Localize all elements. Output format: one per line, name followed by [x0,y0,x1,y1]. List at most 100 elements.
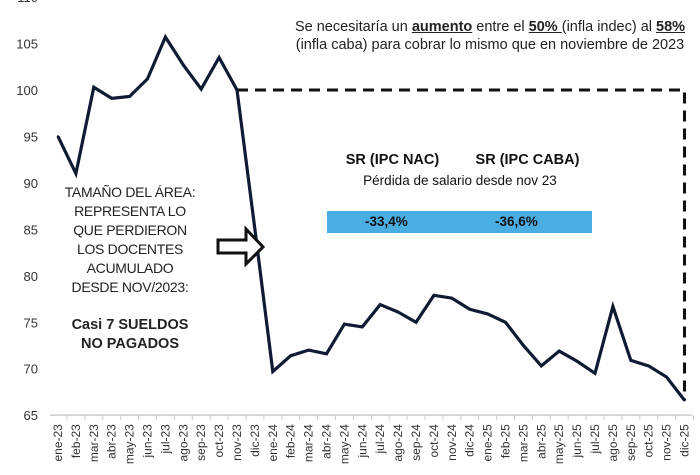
arrow-right-icon [216,225,266,268]
reference-line [237,88,686,401]
x-tick-label: dic-25 [678,424,692,457]
data-point-jul-23 [164,35,167,39]
sr-nac-value: -33,4% [365,214,408,229]
y-tick-label: 65 [24,408,38,423]
y-tick-label: 105 [16,37,38,52]
note-text: (infla caba) para cobrar lo mismo que en… [295,37,685,53]
data-point-oct-24 [432,294,436,297]
x-tick-label: mar-23 [87,424,101,462]
data-point-nov-24 [450,296,453,300]
data-point-dic-25 [683,399,686,402]
sr-header: SR (IPC NAC) SR (IPC CABA) [320,152,600,168]
data-point-dic-23 [253,228,257,231]
area-note-line: REPRESENTA LO [74,203,186,219]
y-tick-label: 90 [24,176,38,191]
data-point-sep-25 [629,359,632,362]
x-tick-label: sep-23 [194,424,208,461]
x-tick-label: sep-25 [624,424,638,461]
x-tick-label: ene-25 [481,424,495,462]
x-tick-label: abr-23 [105,424,119,459]
x-tick-label: oct-23 [212,424,226,458]
x-tick-label: oct-24 [427,424,441,458]
data-point-ago-25 [611,305,615,308]
area-note-line: DESDE NOV/2023: [71,279,189,295]
data-point-nov-23 [235,88,239,92]
sr-caba-value: -36,6% [495,214,538,229]
note-bold-58: 58% [656,19,686,35]
area-annotation: TAMAÑO DEL ÁREA: REPRESENTA LO QUE PERDI… [40,183,220,297]
x-tick-label: nov-23 [230,424,244,461]
x-tick-label: may-25 [552,424,566,464]
data-point-mar-25 [522,344,525,347]
x-tick-label: nov-24 [445,424,459,461]
x-tick-label: feb-24 [284,424,298,458]
x-tick-label: nov-25 [660,424,674,461]
data-point-ago-24 [396,310,400,314]
y-tick-label: 110 [17,0,38,5]
x-tick-label: jun-23 [141,424,155,459]
x-tick-label: jun-25 [570,424,584,459]
x-tick-label: mar-25 [516,424,530,462]
data-point-jun-23 [146,77,149,81]
data-point-abr-24 [325,352,328,356]
y-axis: 65 70 75 80 85 90 95 100 105 110 [16,0,38,423]
note-text: entre el [472,19,529,35]
x-tick-label: jul-24 [373,424,387,455]
data-point-ene-23 [56,135,60,138]
data-point-jun-25 [575,360,579,363]
x-tick-label: feb-23 [69,424,83,458]
y-tick-label: 95 [24,129,38,144]
x-tick-label: oct-25 [642,424,656,458]
data-point-may-24 [343,322,346,326]
sr-nac-label: SR (IPC NAC) [345,152,440,168]
sueldos-line: Casi 7 SUELDOS [71,317,189,333]
data-point-jun-24 [361,325,364,329]
top-annotation: Se necesitaría un aumento entre el 50% (… [280,18,700,54]
x-tick-label: jul-23 [158,424,172,455]
x-tick-label: abr-25 [534,424,548,459]
data-point-abr-23 [110,97,113,100]
y-tick-label: 80 [24,269,38,284]
area-note-line: QUE PERDIERON [73,222,187,238]
data-point-may-23 [128,95,131,98]
data-point-oct-25 [647,364,650,368]
data-point-mar-24 [307,348,310,352]
y-tick-label: 85 [24,222,38,237]
series-salario-real [56,33,686,402]
data-point-ene-25 [486,312,489,316]
note-bold-50: 50% [528,19,562,35]
sr-caba-label: SR (IPC CABA) [475,152,580,168]
x-tick-label: mar-24 [302,424,316,462]
area-note-line: ACUMULADO [86,260,174,276]
sueldos-line: NO PAGADOS [80,336,180,352]
x-tick-label: ago-24 [391,424,405,462]
x-tick-label: ago-23 [176,424,190,462]
x-tick-label: dic-23 [248,424,262,457]
data-point-dic-24 [468,308,471,311]
loss-values-bar: -33,4% -36,6% [327,211,592,233]
data-point-sep-24 [414,321,418,324]
sr-subtitle: Pérdida de salario desde nov 23 [363,173,557,188]
data-point-ago-23 [182,63,185,67]
y-tick-label: 75 [24,315,38,330]
data-point-feb-25 [504,321,507,324]
data-point-may-25 [558,349,561,353]
data-point-jul-24 [379,303,382,306]
reference-dashed-box [237,88,686,401]
x-tick-label: abr-24 [320,424,334,459]
x-tick-label: sep-24 [409,424,423,461]
y-tick-label: 100 [16,83,38,98]
x-tick-label: ene-24 [266,424,280,462]
note-bold-aumento: aumento [411,19,473,35]
y-tick-label: 70 [24,362,38,377]
data-point-feb-24 [289,354,292,357]
data-point-jul-25 [593,372,597,375]
data-point-ene-24 [271,370,274,373]
area-note-line: LOS DOCENTES [76,241,184,257]
data-point-oct-23 [217,56,221,59]
sueldos-annotation: Casi 7 SUELDOS NO PAGADOS [40,316,220,354]
data-point-mar-23 [92,86,96,89]
x-tick-label: feb-25 [499,424,513,458]
data-point-abr-25 [540,364,543,368]
